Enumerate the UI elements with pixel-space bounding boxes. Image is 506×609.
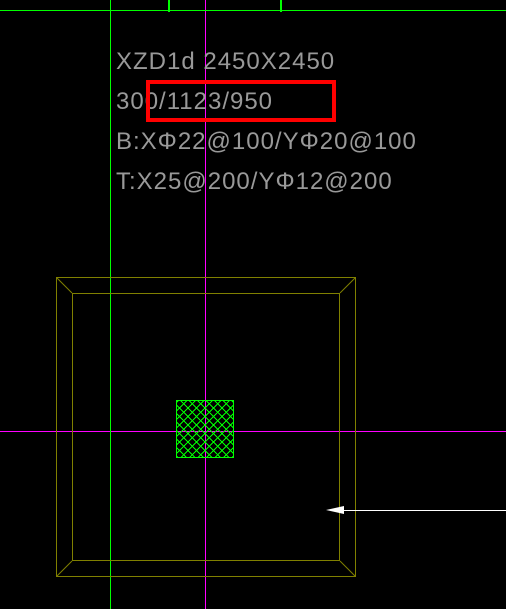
annotation-line-1: XZD1d 2450X2450 <box>116 48 335 76</box>
highlight-box <box>146 80 336 122</box>
grid-hline-green <box>0 10 506 11</box>
tick-mark <box>168 0 170 12</box>
tick-mark <box>280 0 282 12</box>
dimension-arrow-line <box>340 510 506 511</box>
column-hatch <box>176 400 234 458</box>
annotation-line-4: T:X25@200/YΦ12@200 <box>116 168 393 196</box>
dimension-arrow-head <box>326 506 344 514</box>
annotation-line-3: B:XΦ22@100/YΦ20@100 <box>116 128 417 156</box>
